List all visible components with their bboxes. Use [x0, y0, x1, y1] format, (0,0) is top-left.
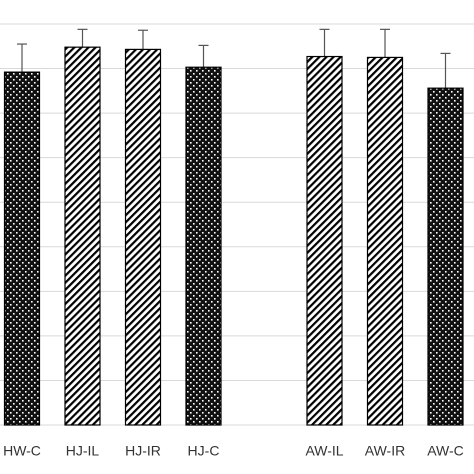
x-tick-label: HJ-IR [125, 443, 161, 459]
bar [124, 48, 162, 426]
bar [366, 56, 404, 426]
bar [427, 87, 464, 426]
x-tick-label: AW-IR [365, 443, 405, 459]
bar [185, 66, 222, 426]
x-tick-label: HJ-IL [66, 443, 100, 459]
bar [64, 46, 101, 426]
x-tick-label: HJ-C [188, 443, 220, 459]
x-tick-label: HW-C [3, 443, 41, 459]
bar [306, 55, 343, 426]
x-tick-label: AW-C [427, 443, 464, 459]
x-tick-label: AW-IL [305, 443, 343, 459]
bar [3, 71, 41, 426]
